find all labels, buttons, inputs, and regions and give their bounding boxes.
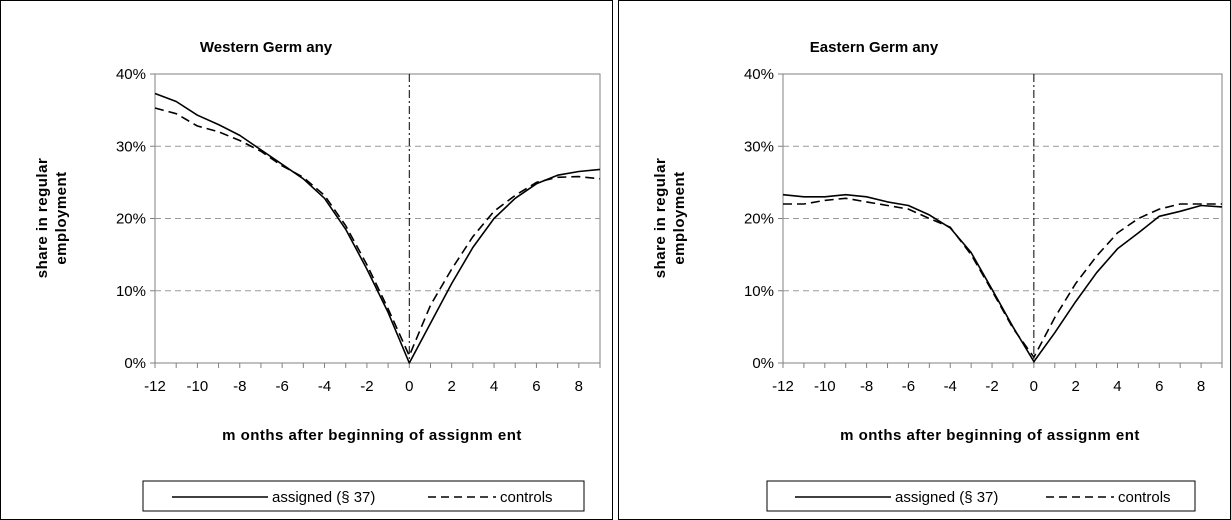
legend-box <box>766 480 1196 512</box>
x-tick-label: -2 <box>985 378 998 395</box>
x-tick-label: 2 <box>1071 378 1079 395</box>
y-tick-label: 20% <box>744 211 774 228</box>
legend-label-controls: controls <box>500 489 553 506</box>
y-tick-label: 30% <box>116 138 146 155</box>
series-line-controls <box>783 197 1222 359</box>
y-axis-label-line2: employment <box>53 171 70 264</box>
chart-panel-west: Western Germ any share in regular employ… <box>0 0 613 520</box>
legend-label-assigned: assigned (§ 37) <box>272 489 375 506</box>
series-lines <box>154 74 601 364</box>
series-line-controls <box>154 107 601 357</box>
x-tick-label: 4 <box>1113 378 1121 395</box>
y-tick-label: 30% <box>744 138 774 155</box>
y-tick-label: 10% <box>744 283 774 300</box>
x-tick-label: 4 <box>490 378 498 395</box>
chart-svg-west: Western Germ any share in regular employ… <box>0 0 613 520</box>
y-tick-label: 0% <box>124 355 146 372</box>
x-axis-ticks: -12 -10 -8 -6 -4 -2 0 2 4 6 8 <box>772 363 1223 395</box>
x-tick-label: -6 <box>902 378 915 395</box>
legend-label-controls: controls <box>1118 489 1171 506</box>
y-axis-ticks: 0% 10% 20% 30% 40% <box>116 66 155 372</box>
chart-svg-east: Eastern Germ any share in regular employ… <box>618 0 1231 520</box>
y-axis-label-line2: employment <box>671 171 688 264</box>
legend-box <box>142 480 585 512</box>
x-tick-label: -8 <box>233 378 246 395</box>
x-tick-label: 2 <box>447 378 455 395</box>
x-tick-label: 0 <box>1030 378 1038 395</box>
x-tick-label: -4 <box>944 378 957 395</box>
y-axis-ticks: 0% 10% 20% 30% 40% <box>744 66 783 372</box>
legend-label-assigned: assigned (§ 37) <box>895 489 998 506</box>
x-tick-label: -2 <box>360 378 373 395</box>
y-axis-label-line1: share in regular <box>652 158 669 279</box>
x-tick-label: 6 <box>532 378 540 395</box>
x-tick-label: -4 <box>318 378 331 395</box>
gridlines <box>783 145 1222 292</box>
series-line-assigned <box>154 92 601 364</box>
chart-panel-east: Eastern Germ any share in regular employ… <box>618 0 1231 520</box>
x-tick-label: -8 <box>860 378 873 395</box>
y-tick-label: 0% <box>752 355 774 372</box>
x-tick-label: 0 <box>405 378 413 395</box>
x-tick-label: 6 <box>1155 378 1163 395</box>
x-tick-label: 8 <box>1197 378 1205 395</box>
y-axis-label-line1: share in regular <box>34 158 51 279</box>
panel-frame <box>618 0 1231 520</box>
legend: assigned (§ 37) controls <box>142 480 585 512</box>
y-tick-label: 10% <box>116 283 146 300</box>
chart-title: Eastern Germ any <box>810 39 939 56</box>
x-tick-label: -12 <box>144 378 166 395</box>
series-lines <box>782 74 1223 363</box>
x-tick-label: -10 <box>814 378 836 395</box>
x-tick-label: -6 <box>275 378 288 395</box>
y-tick-label: 20% <box>116 211 146 228</box>
legend: assigned (§ 37) controls <box>766 480 1196 512</box>
y-tick-label: 40% <box>116 66 146 83</box>
x-tick-label: -12 <box>772 378 794 395</box>
x-axis-label: m onths after beginning of assignm ent <box>840 427 1140 444</box>
x-axis-label: m onths after beginning of assignm ent <box>222 427 522 444</box>
x-tick-label: -10 <box>187 378 209 395</box>
x-tick-label: 8 <box>575 378 583 395</box>
chart-title: Western Germ any <box>200 39 333 56</box>
y-tick-label: 40% <box>744 66 774 83</box>
x-axis-ticks: -12 -10 -8 -6 -4 -2 0 2 4 6 8 <box>144 363 601 395</box>
panel-frame <box>0 0 613 520</box>
